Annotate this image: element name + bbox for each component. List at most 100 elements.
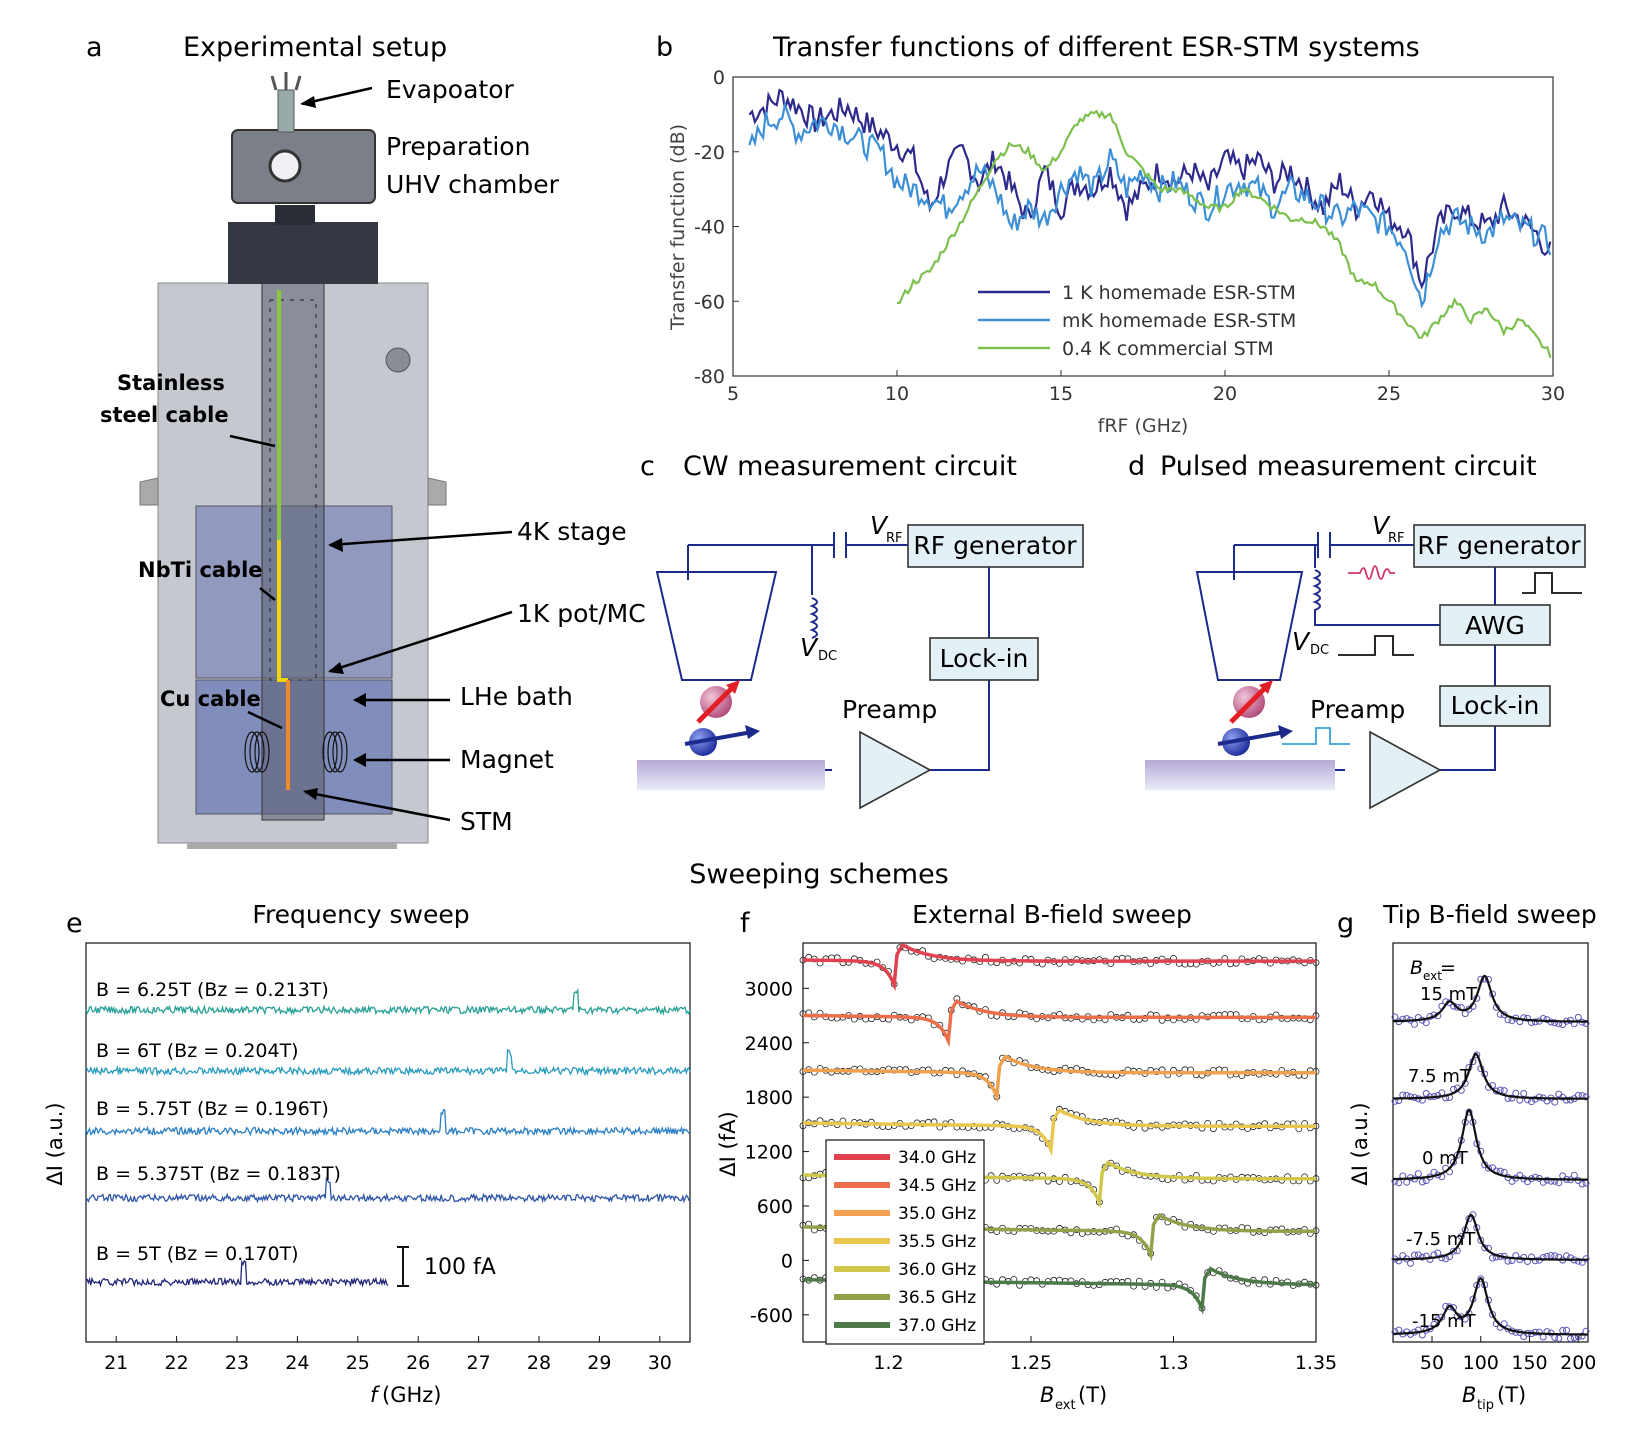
tip-field-data-point xyxy=(1477,1275,1485,1283)
panel-d: d Pulsed measurement circuit RF generato… xyxy=(1128,451,1586,810)
panel-e-letter: e xyxy=(66,908,83,939)
panel-d-preamp-symbol xyxy=(1369,730,1442,810)
panel-f-legend: 34.0 GHz 34.5 GHz 35.0 GHz 35.5 GHz 36.0 GHz… xyxy=(834,1148,976,1336)
f-ytick-label: 600 xyxy=(757,1196,793,1218)
panel-c-tip-spin-head xyxy=(726,680,740,694)
panel-d-tip-spin-head xyxy=(1259,680,1273,694)
bfield-trace-group xyxy=(799,1105,1320,1157)
panel-g: g Tip B-field sweep 15 mT 7.5 mT 0 mT -7.5 … xyxy=(1337,900,1597,1413)
evaporator-top xyxy=(270,72,302,91)
tip-field-data-point xyxy=(1407,1259,1414,1267)
panel-c-vdc: V xyxy=(800,633,819,662)
e-xtick-label: 26 xyxy=(406,1352,430,1374)
tip-field-data-point xyxy=(1567,1254,1574,1262)
tip-field-data-point xyxy=(1563,1096,1570,1104)
f-xtick-label: 1.2 xyxy=(873,1352,903,1374)
panel-f-xlabel: B xyxy=(1040,1383,1054,1407)
label-nbti-cable: NbTi cable xyxy=(138,558,263,582)
tip-field-data-point xyxy=(1570,1171,1578,1179)
tip-field-data-point xyxy=(1551,1252,1559,1260)
panel-g-bext-sub: ext xyxy=(1423,969,1442,983)
b-xtick-label: 10 xyxy=(885,383,909,405)
b-xtick-label: 5 xyxy=(727,383,739,405)
tip-field-curve-label: -15 mT xyxy=(1412,1311,1477,1332)
tip-field-fit-3 xyxy=(1393,1213,1588,1261)
tip-field-data-point xyxy=(1582,1093,1590,1101)
freq-trace-label: B = 6T (Bz = 0.204T) xyxy=(96,1040,299,1062)
e-xtick-label: 27 xyxy=(467,1352,491,1374)
tip-field-data-point xyxy=(1551,1334,1559,1341)
panel-c-vrf: V xyxy=(870,511,889,540)
tip-field-data-point xyxy=(1418,1178,1426,1186)
tip-field-data-point xyxy=(1426,1256,1434,1263)
panel-d-vrf: V xyxy=(1372,511,1391,540)
tip-field-data-point xyxy=(1555,1090,1563,1098)
panel-c-preamp: Preamp xyxy=(842,695,937,724)
tip-field-data-point xyxy=(1411,1020,1418,1028)
f-xtick-label: 1.3 xyxy=(1158,1352,1188,1374)
label-4k-stage: 4K stage xyxy=(517,517,627,546)
freq-trace-4 xyxy=(85,1259,389,1288)
panel-c-surface-spin-head xyxy=(745,725,760,739)
tip-field-fit-2 xyxy=(1393,1108,1588,1181)
panel-a-arrows xyxy=(229,86,513,822)
b-xtick-label: 15 xyxy=(1049,383,1073,405)
panel-g-xlabel-unit: (T) xyxy=(1497,1383,1526,1407)
panel-f-xlabel-unit: (T) xyxy=(1078,1383,1107,1407)
panel-d-letter: d xyxy=(1128,451,1145,482)
panel-c-substrate xyxy=(637,760,825,790)
bfield-fit-3 xyxy=(802,1107,1316,1157)
tip-field-curve-group: 7.5 mT xyxy=(1391,1051,1590,1106)
evaporator-body xyxy=(277,89,295,133)
tip-field-fit-4 xyxy=(1392,1276,1588,1336)
tip-field-data-point xyxy=(1551,1019,1559,1027)
panel-c-lockin: Lock-in xyxy=(940,644,1029,673)
panel-f-title: External B-field sweep xyxy=(912,900,1192,929)
panel-f-letter: f xyxy=(740,908,751,939)
tip-field-data-point xyxy=(1520,1014,1528,1022)
panel-c-letter: c xyxy=(640,451,655,482)
panel-g-ylabel: ΔI (a.u.) xyxy=(1348,1102,1372,1185)
label-stm: STM xyxy=(460,807,513,836)
e-xtick-label: 23 xyxy=(225,1352,249,1374)
panel-d-surface-spin-head xyxy=(1278,725,1293,739)
f-legend-label: 34.5 GHz xyxy=(898,1176,976,1196)
b-ytick-label: -40 xyxy=(694,217,725,239)
tip-field-curve-label: 7.5 mT xyxy=(1408,1066,1472,1087)
panel-a-title: Experimental setup xyxy=(183,32,447,63)
panel-c-rf-generator-box xyxy=(907,524,1084,568)
panel-d-tip-spin xyxy=(1229,682,1271,724)
f-legend-label: 37.0 GHz xyxy=(898,1316,976,1336)
sweeping-schemes-title: Sweeping schemes xyxy=(689,859,949,890)
f-legend-label: 36.0 GHz xyxy=(898,1260,976,1280)
bfield-trace-group xyxy=(799,995,1320,1048)
panel-c-vrf-sub: RF xyxy=(886,531,903,546)
tip-field-data-point xyxy=(1520,1090,1528,1097)
preparation-chamber xyxy=(231,129,376,204)
b-legend-label: 0.4 K commercial STM xyxy=(1062,338,1274,360)
panel-e-title: Frequency sweep xyxy=(252,900,469,929)
freq-trace-label: B = 6.25T (Bz = 0.213T) xyxy=(96,979,329,1001)
tip-field-data-point xyxy=(1563,1326,1570,1334)
label-preparation: Preparation xyxy=(386,132,530,161)
panel-d-awg-box xyxy=(1439,604,1551,646)
panel-d-tip xyxy=(1195,571,1304,681)
tip-field-data-point xyxy=(1531,1173,1539,1181)
panel-g-xlabel: B xyxy=(1462,1383,1476,1407)
g-xtick-label: 200 xyxy=(1560,1352,1596,1374)
panel-g-ticks: 50 100 150 200 xyxy=(1420,1336,1596,1374)
tip-field-data-point xyxy=(1414,1170,1422,1178)
g-xtick-label: 100 xyxy=(1463,1352,1499,1374)
tip-field-data-point xyxy=(1422,1090,1430,1097)
bfield-trace-group xyxy=(799,942,1320,992)
freq-trace-3 xyxy=(85,1176,691,1204)
tip-field-data-point xyxy=(1508,1177,1516,1185)
f-xtick-label: 1.35 xyxy=(1295,1352,1337,1374)
panel-c-wires xyxy=(687,532,990,771)
e-xtick-label: 29 xyxy=(587,1352,611,1374)
panel-c-preamp-symbol xyxy=(859,730,932,810)
e-xtick-label: 22 xyxy=(165,1352,189,1374)
panel-d-preamp: Preamp xyxy=(1310,695,1405,724)
tip-field-data-point xyxy=(1407,1093,1414,1101)
